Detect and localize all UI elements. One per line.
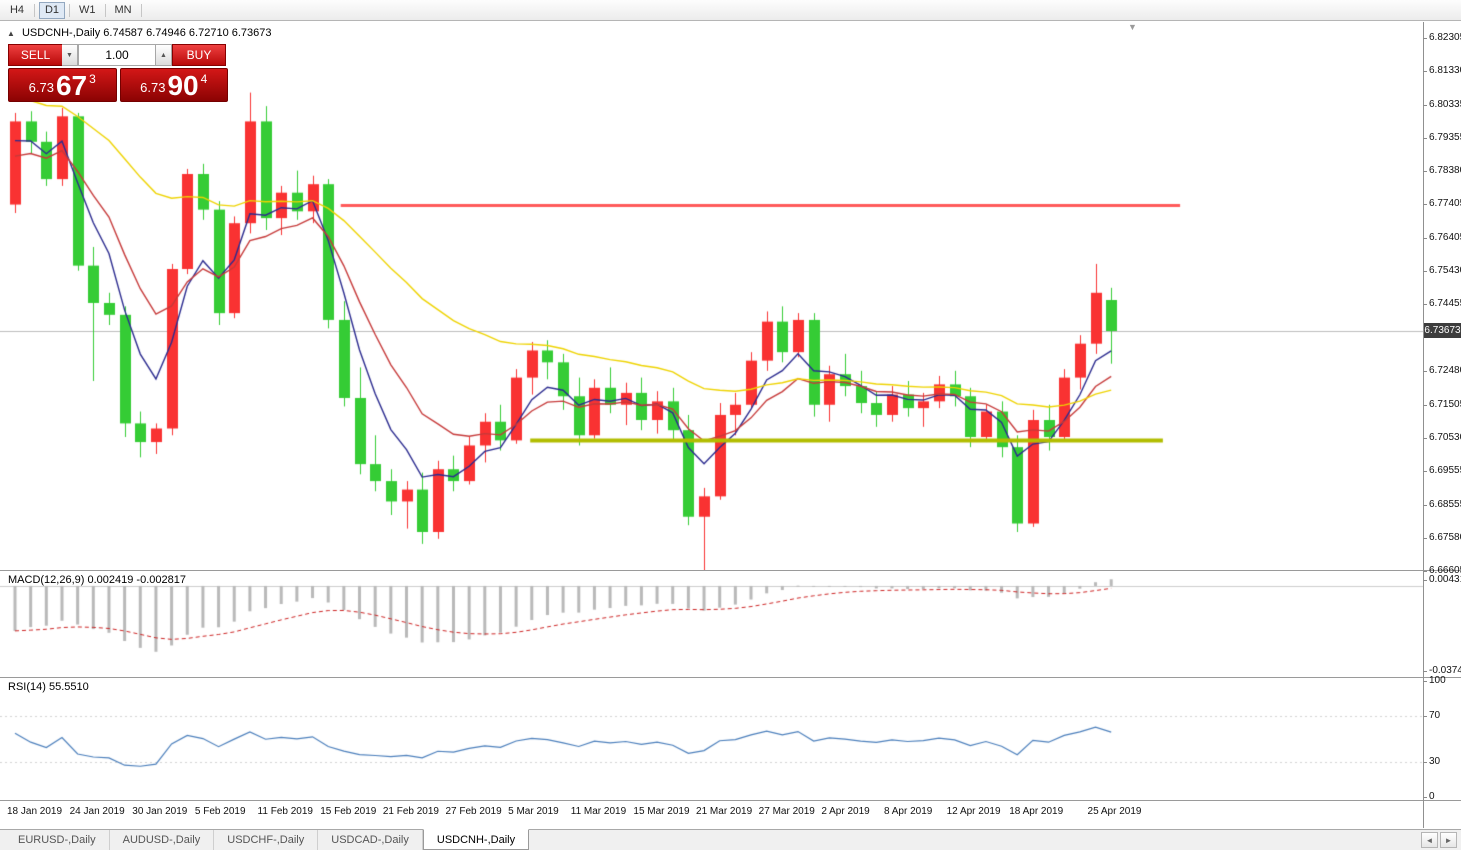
rsi-level-label: 70 — [1422, 709, 1441, 721]
sell-price-point: 3 — [89, 72, 96, 86]
price-tick-label: 6.72480 — [1422, 365, 1461, 376]
trade-controls-row: SELL ▼ ▲ BUY — [8, 44, 228, 66]
price-tick-label: 6.68555 — [1422, 499, 1461, 510]
price-tick-label: 6.80335 — [1422, 99, 1461, 110]
date-label: 11 Feb 2019 — [257, 806, 313, 817]
chart-shift-marker-icon[interactable]: ▼ — [1128, 22, 1137, 32]
price-tick-label: 6.81330 — [1422, 65, 1461, 76]
tab-eurusd-daily[interactable]: EURUSD-,Daily — [5, 830, 110, 850]
trade-prices-row: 6.73 67 3 6.73 90 4 — [8, 68, 228, 102]
date-label: 15 Feb 2019 — [320, 806, 377, 817]
volume-decrease-button[interactable]: ▼ — [62, 44, 78, 66]
date-label: 12 Apr 2019 — [946, 806, 1001, 817]
timeframe-button-h4[interactable]: H4 — [9, 4, 25, 16]
sell-button[interactable]: SELL — [8, 44, 62, 66]
price-tick-label: 6.66605 — [1422, 565, 1461, 576]
chart-title: ▲ USDCNH-,Daily 6.74587 6.74946 6.72710 … — [7, 27, 272, 39]
buy-price-prefix: 6.73 — [140, 80, 166, 95]
tab-scroll-right-button[interactable]: ► — [1440, 832, 1457, 848]
rsi-indicator-canvas[interactable] — [0, 679, 1424, 799]
rsi-name: RSI(14) — [8, 681, 46, 693]
macd-scale-max-label: 0.004319 — [1423, 574, 1461, 585]
tab-scroll-left-button[interactable]: ◄ — [1421, 832, 1438, 848]
date-label: 27 Feb 2019 — [445, 806, 502, 817]
timeframe-button-d1[interactable]: D1 — [39, 1, 65, 19]
date-label: 24 Jan 2019 — [69, 806, 125, 817]
date-label: 18 Jan 2019 — [7, 806, 63, 817]
macd-scale-min-label: -0.037460 — [1422, 665, 1461, 676]
date-label: 11 Mar 2019 — [570, 806, 627, 817]
macd-values: 0.002419 -0.002817 — [87, 574, 186, 586]
date-label: 2 Apr 2019 — [821, 806, 870, 817]
date-label: 18 Apr 2019 — [1009, 806, 1064, 817]
buy-price-button[interactable]: 6.73 90 4 — [119, 68, 228, 102]
volume-input[interactable] — [78, 44, 156, 66]
price-chart-canvas[interactable] — [0, 22, 1424, 570]
price-tick-label: 6.71505 — [1422, 399, 1461, 410]
price-axis-border — [1423, 22, 1424, 828]
timeframe-button-mn[interactable]: MN — [114, 4, 132, 16]
toolbar-separator — [69, 3, 70, 17]
rsi-level-label: 30 — [1422, 756, 1441, 768]
macd-label: MACD(12,26,9) 0.002419 -0.002817 — [8, 574, 186, 586]
chart-collapse-icon[interactable]: ▲ — [7, 29, 15, 38]
price-tick-label: 6.76405 — [1422, 232, 1461, 243]
pane-separator[interactable] — [0, 677, 1461, 678]
rsi-level-label: 100 — [1423, 675, 1446, 686]
date-label: 25 Apr 2019 — [1087, 806, 1142, 817]
pane-separator[interactable] — [0, 570, 1461, 571]
buy-price-pips: 90 — [167, 70, 199, 101]
sell-price-prefix: 6.73 — [28, 80, 54, 95]
sell-price-button[interactable]: 6.73 67 3 — [8, 68, 117, 102]
pane-separator[interactable] — [0, 800, 1461, 801]
date-label: 8 Apr 2019 — [883, 806, 933, 817]
date-label: 30 Jan 2019 — [132, 806, 188, 817]
timeframe-toolbar: H4 D1 W1 MN — [0, 0, 1461, 21]
buy-price-point: 4 — [200, 72, 208, 86]
rsi-label: RSI(14) 55.5510 — [8, 681, 89, 693]
toolbar-separator — [104, 3, 106, 17]
tab-audusd-daily[interactable]: AUDUSD-,Daily — [110, 830, 215, 850]
rsi-value: 55.5510 — [48, 681, 89, 693]
timeframe-button-w1[interactable]: W1 — [79, 4, 96, 16]
tabs-holder: EURUSD-,Daily AUDUSD-,Daily USDCHF-,Daily U… — [5, 829, 530, 850]
price-tick-label: 6.78380 — [1422, 165, 1461, 176]
one-click-trading-panel: SELL ▼ ▲ BUY 6.73 67 3 6.73 90 4 — [8, 44, 228, 102]
date-label: 21 Feb 2019 — [382, 806, 439, 817]
date-label: 5 Mar 2019 — [508, 806, 559, 817]
chart-container: ▲ USDCNH-,Daily 6.74587 6.74946 6.72710 … — [0, 22, 1461, 828]
price-tick-label: 6.82305 — [1422, 32, 1461, 43]
volume-increase-button[interactable]: ▲ — [156, 44, 172, 66]
price-tick-label: 6.70530 — [1422, 432, 1461, 443]
date-label: 5 Feb 2019 — [194, 806, 246, 817]
macd-indicator-canvas[interactable] — [0, 572, 1424, 676]
chart-tab-bar: EURUSD-,Daily AUDUSD-,Daily USDCHF-,Daily U… — [0, 829, 1461, 850]
tab-scroll-controls: ◄ ► — [1419, 830, 1461, 850]
price-tick-label: 6.77405 — [1422, 198, 1461, 209]
date-label: 27 Mar 2019 — [758, 806, 815, 817]
price-tick-label: 6.75430 — [1422, 265, 1461, 276]
price-tick-label: 6.74455 — [1422, 298, 1461, 309]
price-tick-label: 6.69555 — [1422, 465, 1461, 476]
current-price-badge: 6.73673 — [1424, 323, 1461, 339]
buy-button[interactable]: BUY — [172, 44, 226, 66]
macd-name: MACD(12,26,9) — [8, 574, 85, 586]
date-label: 15 Mar 2019 — [633, 806, 690, 817]
chart-ohlc-values: 6.74587 6.74946 6.72710 6.73673 — [103, 27, 272, 39]
tab-usdcad-daily[interactable]: USDCAD-,Daily — [318, 830, 423, 850]
toolbar-separator — [140, 3, 142, 17]
rsi-level-label: 0 — [1423, 791, 1435, 802]
date-label: 21 Mar 2019 — [696, 806, 753, 817]
price-tick-label: 6.79355 — [1422, 132, 1461, 143]
price-tick-label: 6.67580 — [1422, 532, 1461, 543]
tab-usdcnh-daily[interactable]: USDCNH-,Daily — [422, 829, 530, 850]
tab-usdchf-daily[interactable]: USDCHF-,Daily — [214, 830, 319, 850]
toolbar-separator — [34, 3, 35, 17]
sell-price-pips: 67 — [55, 70, 88, 101]
chart-symbol-period: USDCNH-,Daily — [21, 27, 101, 39]
